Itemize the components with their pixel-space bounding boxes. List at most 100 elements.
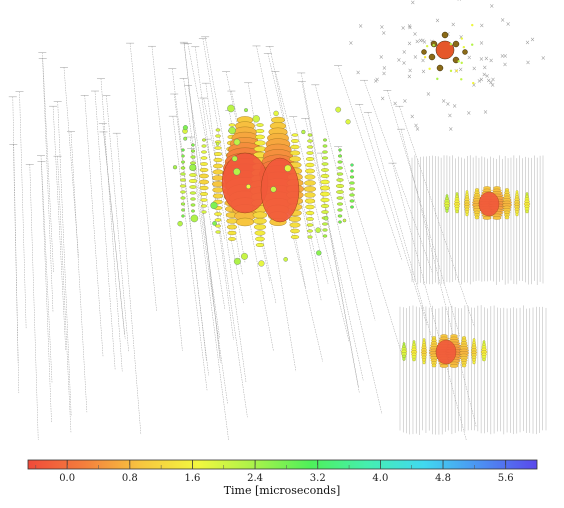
- side-view-a-hit: [515, 212, 519, 217]
- dom-hit: [181, 208, 185, 212]
- top-view-hit: [432, 44, 435, 47]
- top-view-hit: [428, 67, 431, 71]
- detector-string: [206, 139, 248, 418]
- dom-hit: [316, 250, 322, 256]
- side-view-a-hit: [455, 209, 459, 214]
- dom-hit: [215, 142, 220, 146]
- dom-hit: [305, 204, 315, 210]
- detector-string: [57, 101, 72, 416]
- detector-string: [12, 96, 19, 363]
- detector-string: [187, 85, 226, 310]
- dom-hit: [190, 155, 196, 159]
- colorbar-title: Time [microseconds]: [223, 484, 341, 497]
- detector-string: [40, 155, 52, 423]
- detector-string: [269, 46, 322, 302]
- dom-hit: [305, 157, 315, 161]
- top-view-string-marker: ×: [410, 113, 415, 120]
- dom-hit: [283, 257, 288, 262]
- dom-hit: [233, 138, 241, 146]
- top-view-string-marker: ×: [482, 71, 487, 78]
- top-view-string-marker: ×: [420, 57, 425, 64]
- top-view-string-marker: ×: [466, 110, 471, 117]
- top-view-string-marker: ×: [396, 57, 401, 64]
- side-view-b-hit: [482, 357, 486, 362]
- dom-hit: [322, 228, 328, 232]
- top-view-string-marker: ×: [413, 54, 418, 61]
- detector-string: [304, 118, 364, 381]
- top-view-string-marker: ×: [479, 56, 484, 63]
- top-view-string-marker: ×: [472, 66, 477, 73]
- dom-hit: [254, 230, 266, 236]
- dom-hit: [252, 211, 268, 219]
- dom-hit: [191, 209, 195, 213]
- dom-hit: [201, 210, 207, 214]
- dom-hit: [304, 192, 316, 198]
- top-view-string-marker: ×: [445, 101, 450, 108]
- dom-hit: [233, 168, 241, 176]
- dom-hit: [258, 260, 265, 267]
- top-view-string-marker: ×: [448, 126, 453, 133]
- top-view-string-marker: ×: [356, 70, 361, 77]
- detector-string: [363, 80, 433, 274]
- side-view-a-hit: [445, 209, 449, 213]
- top-view-hit: [423, 55, 427, 59]
- top-view-string-marker: ×: [380, 96, 385, 103]
- top-view-string-marker: ×: [489, 57, 494, 64]
- top-view-string-marker: ×: [452, 103, 457, 110]
- top-view-hit: [462, 45, 466, 49]
- top-view-string-marker: ×: [358, 23, 363, 30]
- colorbar-gradient: [27, 459, 538, 470]
- top-view-hit: [452, 56, 460, 64]
- detector-string: [392, 163, 467, 441]
- dom-hit: [305, 211, 315, 215]
- dom-hit: [253, 217, 267, 225]
- dom-hit: [303, 186, 317, 192]
- dom-hit: [273, 110, 279, 117]
- colorbar-tick-label: 3.2: [310, 473, 326, 484]
- top-view-string-marker: ×: [525, 39, 530, 46]
- side-view-a-hit: [482, 216, 492, 220]
- dom-hit: [270, 186, 277, 193]
- detector-string: [57, 156, 72, 433]
- dom-hit: [322, 234, 328, 238]
- dom-hit: [305, 168, 315, 174]
- top-view-string-marker: ×: [479, 77, 484, 84]
- top-view-string-marker: ×: [407, 73, 412, 80]
- top-view-hit: [436, 64, 444, 72]
- top-view-string-marker: ×: [407, 40, 412, 47]
- detector-string: [42, 58, 54, 273]
- top-view-string-marker: ×: [421, 68, 426, 75]
- top-view-hit: [471, 43, 474, 46]
- dom-hit: [304, 198, 316, 204]
- top-view-string-marker: ×: [418, 38, 423, 45]
- detector-string: [337, 146, 403, 356]
- detector-string: [84, 95, 104, 357]
- dom-hit: [215, 230, 221, 234]
- dom-hit: [201, 144, 207, 148]
- detector-string: [399, 106, 475, 327]
- dom-hit: [214, 146, 222, 150]
- top-view-string-marker: ×: [490, 77, 495, 84]
- top-view-inset: ××××× ××××××××××××××××××××××× ××××××××××××…: [348, 0, 545, 133]
- top-view-string-marker: ×: [408, 68, 413, 75]
- dom-hit: [212, 193, 224, 199]
- dom-hit: [191, 149, 195, 153]
- dom-hit: [183, 136, 188, 141]
- dom-hit: [301, 129, 306, 135]
- detector-string: [275, 71, 329, 284]
- dom-hit: [190, 203, 196, 207]
- top-view-string-marker: ×: [414, 123, 419, 130]
- dom-hit: [256, 123, 264, 127]
- top-view-string-marker: ×: [420, 37, 425, 44]
- dom-hit: [215, 224, 221, 228]
- dom-hit: [306, 145, 314, 149]
- top-view-string-marker: ×: [506, 21, 511, 28]
- dom-hit: [180, 172, 186, 176]
- top-view-string-marker: ×: [484, 56, 489, 63]
- top-view-string-marker: ×: [488, 79, 493, 86]
- top-view-string-marker: ×: [479, 22, 484, 29]
- dom-hit: [289, 222, 301, 228]
- dom-hit: [189, 185, 197, 189]
- detector-string: [301, 81, 360, 393]
- dom-hit: [289, 156, 301, 162]
